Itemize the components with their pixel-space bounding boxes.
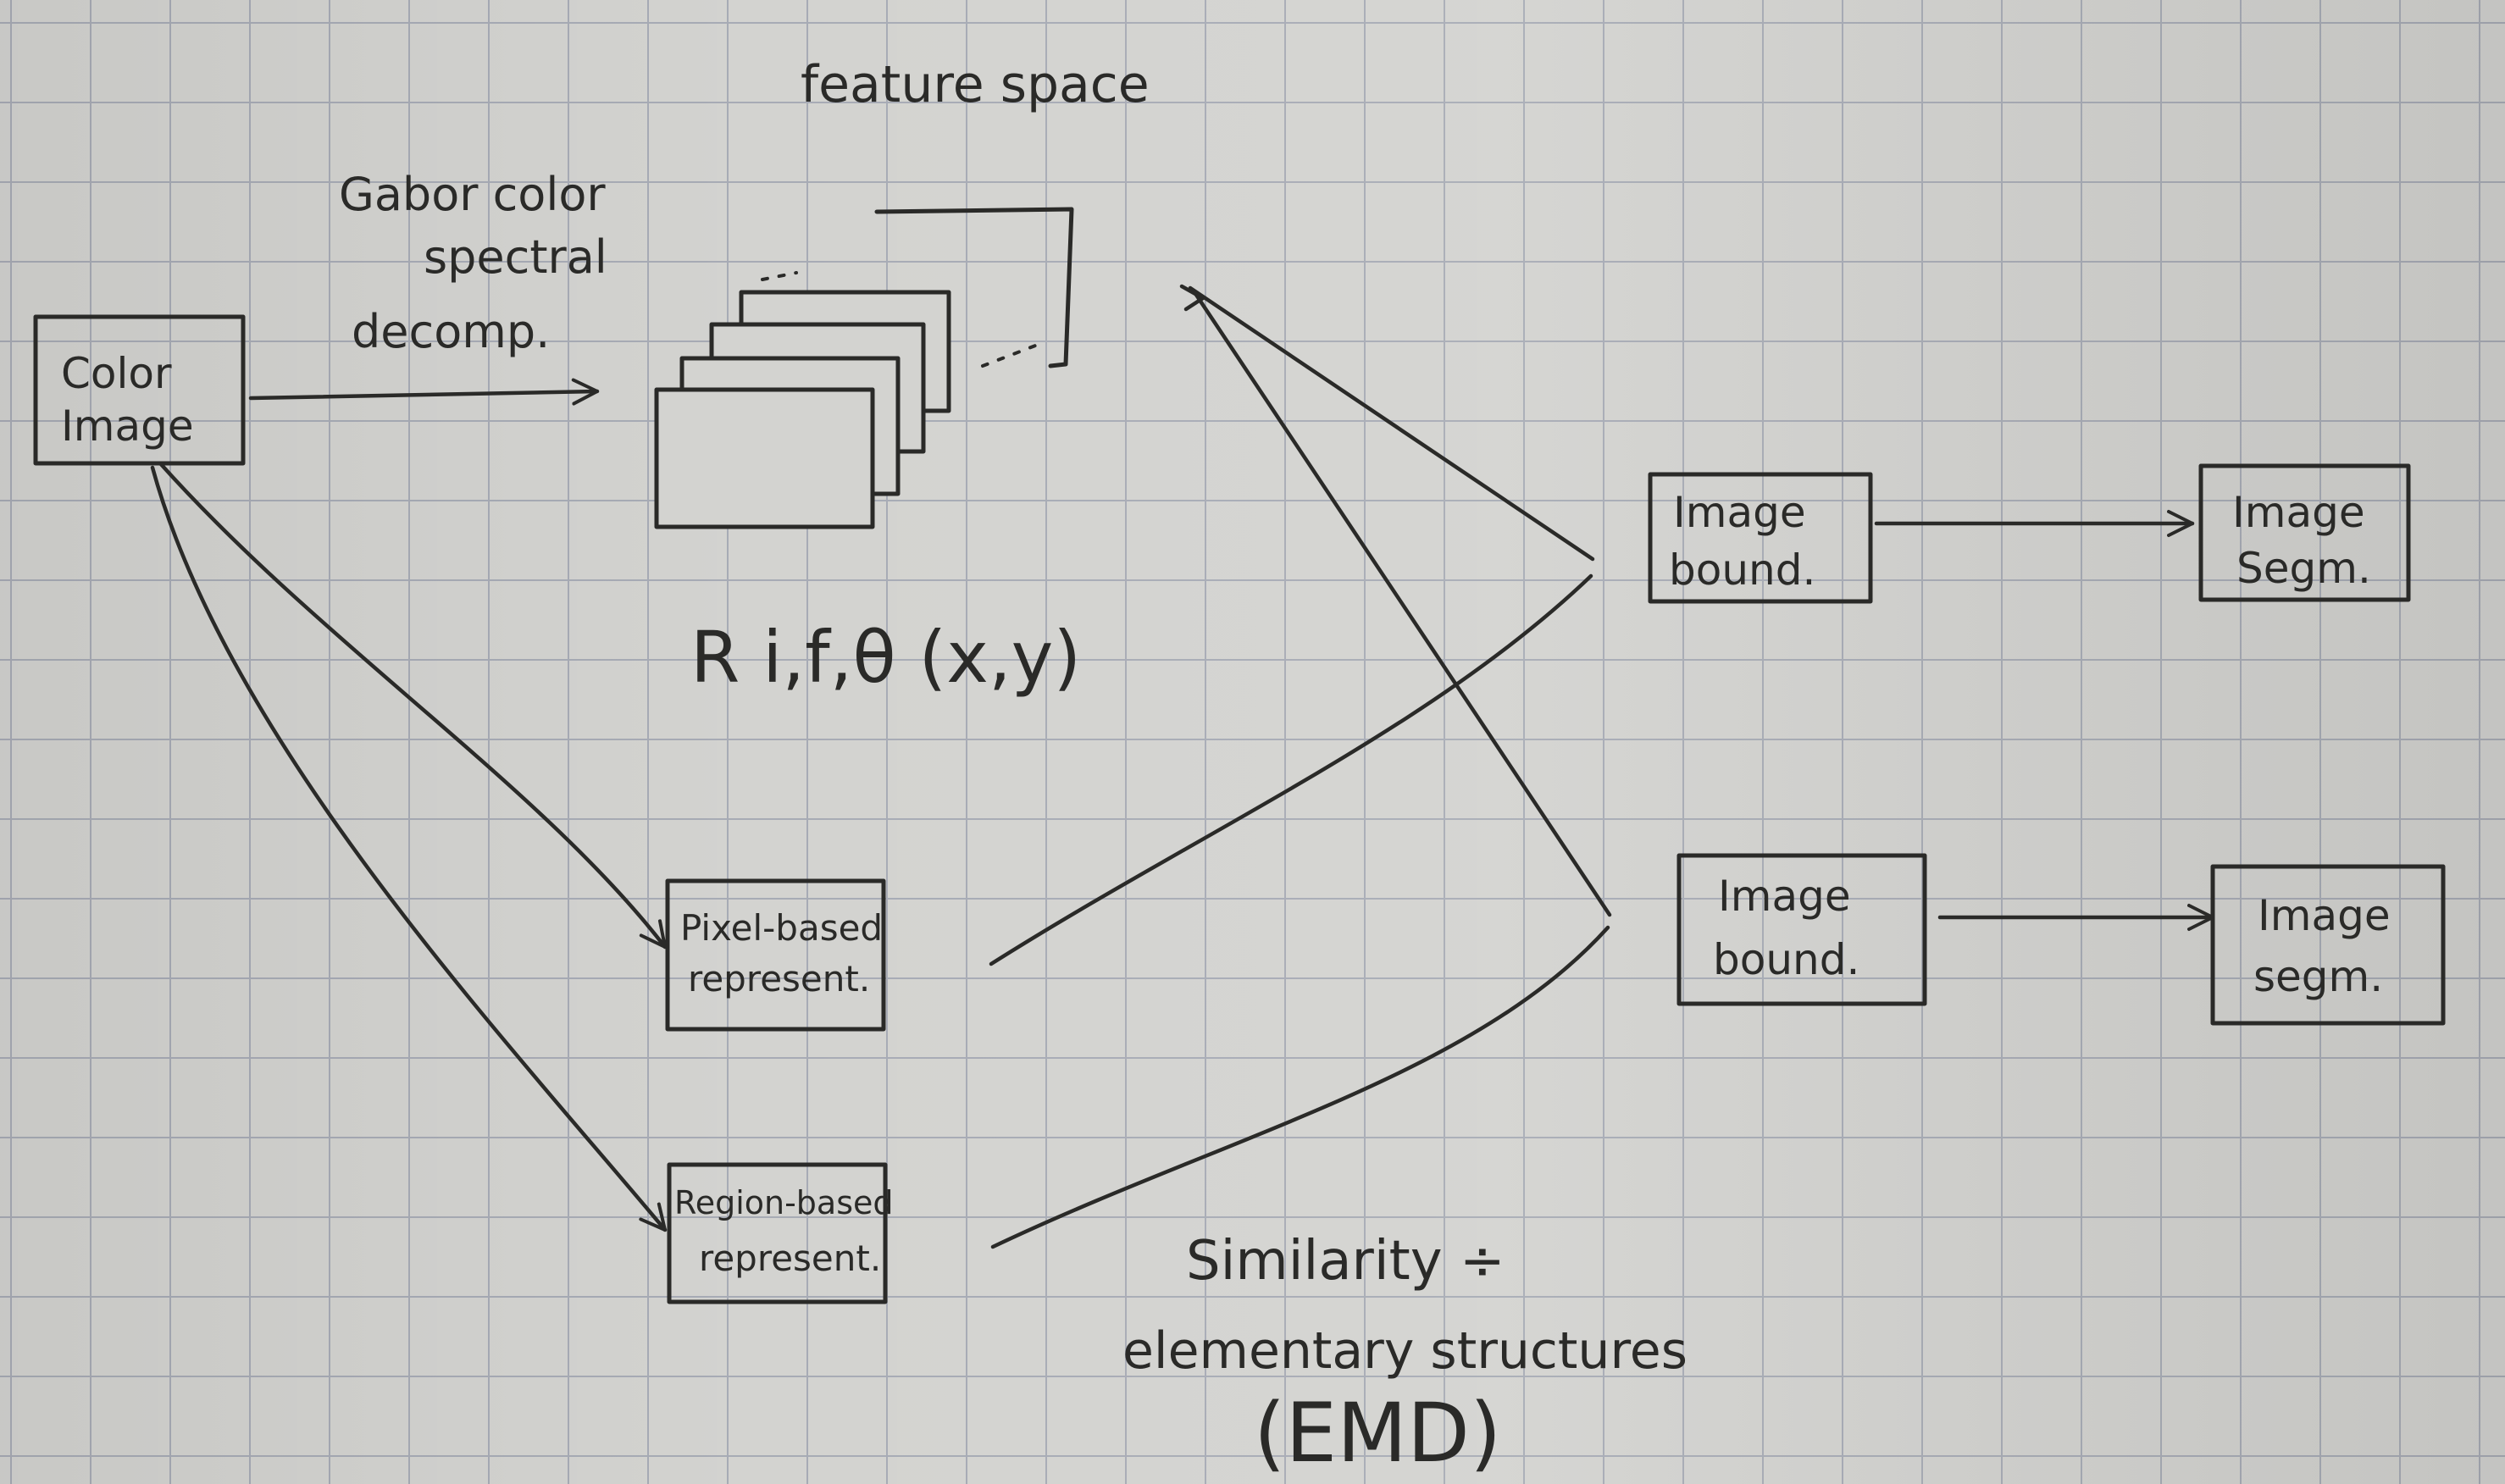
image-segm-box-2	[2210, 864, 2446, 1026]
response-formula: R i,f,θ (x,y)	[690, 616, 1081, 699]
line-feature-start-mark	[1179, 284, 1205, 312]
image-bound-1-line1: Image	[1673, 488, 1806, 537]
region-based-label-line1: Region-based	[674, 1184, 894, 1221]
pixel-based-label-line2: represent.	[688, 958, 870, 999]
image-segm-node-1: Image Segm.	[2198, 463, 2411, 602]
image-segm-1-line1: Image	[2232, 488, 2365, 537]
line-feature-to-bound1	[1188, 285, 1595, 562]
image-bound-node-1: Image bound.	[1648, 472, 1873, 604]
similarity-line3: (EMD)	[1254, 1386, 1501, 1481]
similarity-label: Similarity ÷ elementary structures (EMD)	[1122, 1230, 1688, 1481]
image-segm-2-line2: segm.	[2253, 952, 2383, 1001]
feature-sheet-dots	[981, 341, 1044, 368]
feature-sheet-1	[654, 387, 875, 529]
image-bound-2-line2: bound.	[1713, 935, 1859, 984]
gabor-label-line2: spectral	[424, 230, 607, 284]
image-bound-1-line2: bound.	[1669, 545, 1815, 595]
pixel-based-label-line1: Pixel-based	[680, 907, 883, 949]
image-segm-1-line2: Segm.	[2236, 544, 2371, 593]
image-segm-node-2: Image segm.	[2210, 864, 2446, 1026]
feature-sheet-back	[874, 207, 1074, 368]
line-region-to-bound2	[990, 925, 1610, 1249]
region-based-label-line2: represent.	[699, 1238, 881, 1279]
image-bound-box-2	[1676, 853, 1927, 1006]
line-pixel-to-bound1	[989, 573, 1593, 966]
color-image-label-line1: Color	[61, 349, 172, 398]
image-bound-2-line1: Image	[1718, 872, 1851, 921]
similarity-line1: Similarity ÷	[1186, 1230, 1505, 1293]
image-segm-2-line1: Image	[2258, 891, 2391, 940]
line-feature-to-bound2	[1192, 290, 1612, 917]
arrow-to-pixel-based	[158, 462, 668, 950]
pixel-based-node: Pixel-based represent.	[665, 878, 886, 1032]
image-bound-box-1	[1648, 472, 1873, 604]
similarity-line2: elementary structures	[1122, 1321, 1688, 1381]
arrow-to-region-based	[150, 465, 668, 1232]
pixel-based-box	[665, 878, 886, 1032]
gabor-label-line1: Gabor color	[339, 168, 606, 221]
color-image-node: Color Image	[33, 314, 246, 466]
image-bound-node-2: Image bound.	[1676, 853, 1927, 1006]
color-image-box	[33, 314, 246, 466]
gabor-label: Gabor color spectral decomp.	[339, 168, 607, 358]
gabor-arrow	[248, 378, 600, 406]
gabor-label-line3: decomp.	[352, 305, 550, 358]
image-segm-box-1	[2198, 463, 2411, 602]
feature-sheet-dots-top	[761, 271, 798, 281]
region-based-box	[667, 1162, 888, 1304]
feature-space-title: feature space	[801, 55, 1150, 114]
feature-stack	[654, 207, 1074, 529]
region-based-node: Region-based represent.	[667, 1162, 894, 1304]
color-image-label-line2: Image	[61, 401, 194, 451]
